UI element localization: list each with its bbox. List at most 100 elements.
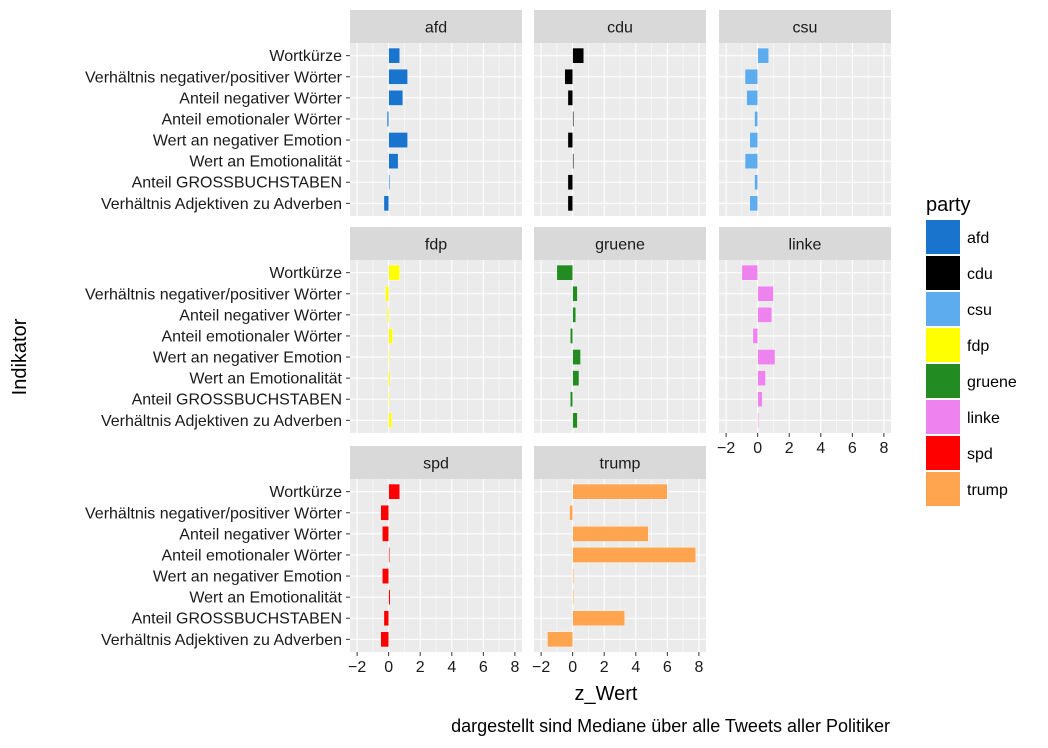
legend-key-spd xyxy=(926,436,960,470)
strip-background xyxy=(534,10,706,43)
y-tick-label: Anteil GROSSBUCHSTABEN xyxy=(132,175,342,192)
strip-label: csu xyxy=(793,20,818,37)
bar-trump-3 xyxy=(572,547,696,563)
panel-gruene: gruene xyxy=(534,227,706,433)
bar-afd-1 xyxy=(388,68,408,85)
strip-background xyxy=(534,227,706,260)
bar-fdp-0 xyxy=(388,264,400,281)
y-tick-label: Anteil GROSSBUCHSTABEN xyxy=(132,611,342,628)
y-tick-label: Anteil emotionaler Wörter xyxy=(161,547,342,564)
y-tick-label: Verhältnis Adjektiven zu Adverben xyxy=(101,196,342,213)
strip-background xyxy=(719,10,891,43)
y-tick-label: Anteil negativer Wörter xyxy=(179,307,342,324)
bar-cdu-1 xyxy=(564,68,573,85)
x-tick-label: 2 xyxy=(785,440,794,457)
bar-fdp-2 xyxy=(386,307,389,323)
y-tick-label: Wert an Emotionalität xyxy=(189,590,342,607)
y-tick-label: Wortkürze xyxy=(269,48,342,65)
strip-label: linke xyxy=(789,237,822,254)
legend-label-afd: afd xyxy=(967,230,989,247)
x-tick-label: −2 xyxy=(532,659,550,676)
x-tick-label: 8 xyxy=(879,440,888,457)
bar-trump-7 xyxy=(547,631,573,648)
y-tick-label: Anteil negativer Wörter xyxy=(179,526,342,543)
bar-csu-7 xyxy=(749,195,758,212)
bar-spd-2 xyxy=(382,526,389,542)
bar-spd-6 xyxy=(383,610,389,627)
x-tick-label: 6 xyxy=(479,659,488,676)
bar-fdp-3 xyxy=(388,328,393,344)
bar-csu-3 xyxy=(754,111,758,127)
strip-label: cdu xyxy=(607,20,633,37)
bar-trump-4 xyxy=(572,568,574,584)
y-tick-label: Wert an negativer Emotion xyxy=(153,569,342,586)
legend-key-cdu xyxy=(926,256,960,290)
legend-key-afd xyxy=(926,220,960,254)
strip-label: afd xyxy=(425,20,447,37)
strip-background xyxy=(719,227,891,260)
y-tick-label: Wert an negativer Emotion xyxy=(153,350,342,367)
y-tick-label: Wert an negativer Emotion xyxy=(153,133,342,150)
bar-csu-0 xyxy=(757,47,769,64)
bar-linke-4 xyxy=(757,349,776,365)
bar-csu-1 xyxy=(744,68,758,85)
bar-linke-3 xyxy=(752,328,758,344)
bar-cdu-6 xyxy=(567,174,573,191)
panel-spd: spd Wortkürze Verhältnis negativer/positiv… xyxy=(85,446,522,676)
bar-linke-7 xyxy=(757,412,759,429)
bar-afd-4 xyxy=(388,132,408,148)
y-tick-label: Anteil emotionaler Wörter xyxy=(161,111,342,128)
y-tick-label: Wortkürze xyxy=(269,265,342,282)
bar-afd-3 xyxy=(386,111,389,127)
bar-gruene-6 xyxy=(570,391,573,408)
x-tick-label: 2 xyxy=(416,659,425,676)
chart-caption: dargestellt sind Mediane über alle Tweet… xyxy=(451,716,890,736)
y-tick-label: Anteil negativer Wörter xyxy=(179,90,342,107)
bar-csu-4 xyxy=(749,132,758,148)
bar-afd-5 xyxy=(388,153,399,169)
legend-title: party xyxy=(926,194,970,216)
bar-cdu-0 xyxy=(572,47,584,64)
bar-cdu-7 xyxy=(567,195,573,212)
bar-linke-1 xyxy=(757,285,774,302)
legend-key-linke xyxy=(926,400,960,434)
strip-label: gruene xyxy=(595,237,645,254)
bar-csu-6 xyxy=(754,174,758,191)
bar-csu-2 xyxy=(746,90,758,106)
y-tick-label: Verhältnis negativer/positiver Wörter xyxy=(85,505,343,522)
legend-label-gruene: gruene xyxy=(967,374,1017,391)
strip-label: trump xyxy=(600,456,641,473)
legend: party afd cdu csu fdp gruene linke spd trump xyxy=(926,194,1017,506)
y-tick-label: Anteil GROSSBUCHSTABEN xyxy=(132,392,342,409)
bar-cdu-5 xyxy=(572,153,574,169)
bar-gruene-1 xyxy=(572,285,578,302)
bar-linke-5 xyxy=(757,370,766,386)
bar-csu-5 xyxy=(744,153,758,169)
legend-key-trump xyxy=(926,472,960,506)
y-tick-label: Wert an Emotionalität xyxy=(189,154,342,171)
legend-label-cdu: cdu xyxy=(967,266,993,283)
x-tick-label: 4 xyxy=(816,440,825,457)
bar-spd-3 xyxy=(388,547,390,563)
bar-spd-1 xyxy=(380,504,389,521)
bar-linke-0 xyxy=(741,264,758,281)
bar-trump-0 xyxy=(572,483,668,500)
y-tick-label: Verhältnis negativer/positiver Wörter xyxy=(85,286,343,303)
bar-fdp-7 xyxy=(388,412,393,429)
bar-cdu-4 xyxy=(567,132,573,148)
y-axis-title: Indikator xyxy=(9,318,31,395)
bar-spd-5 xyxy=(388,589,391,605)
bar-cdu-2 xyxy=(567,90,573,106)
bar-gruene-7 xyxy=(572,412,578,429)
bar-linke-6 xyxy=(757,391,763,408)
bar-gruene-2 xyxy=(572,307,577,323)
bar-afd-6 xyxy=(388,174,390,191)
bar-fdp-5 xyxy=(388,370,391,386)
bar-trump-2 xyxy=(572,526,649,542)
bar-spd-0 xyxy=(388,483,400,500)
bar-linke-2 xyxy=(757,307,773,323)
bar-spd-7 xyxy=(380,631,389,648)
bar-fdp-4 xyxy=(388,349,390,365)
bar-gruene-3 xyxy=(570,328,573,344)
